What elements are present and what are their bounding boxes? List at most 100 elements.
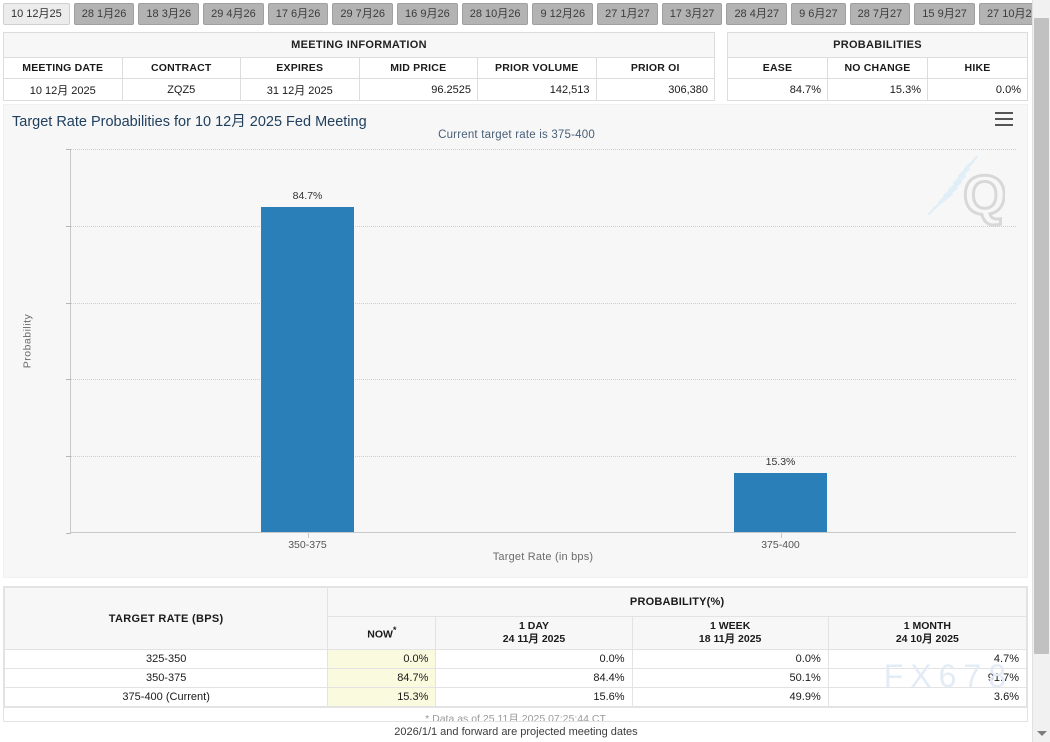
- col-mid-price: MID PRICE: [358, 57, 478, 79]
- probability-table-row: 325-350 0.0% 0.0% 0.0% 4.7%: [4, 649, 1027, 669]
- target-rate-probability-chart: Target Rate Probabilities for 10 12月 202…: [3, 104, 1028, 578]
- chart-subtitle: Current target rate is 375-400: [438, 129, 595, 141]
- info-tables-row: MEETING INFORMATION MEETING DATE CONTRAC…: [0, 32, 1032, 101]
- prob-col-1month: 1 MONTH 24 10月 2025: [827, 616, 1027, 650]
- page-footnote: 2026/1/1 and forward are projected meeti…: [394, 726, 638, 738]
- prob-col-1month-label: 1 MONTH: [903, 619, 951, 632]
- value-hike: 0.0%: [927, 78, 1028, 101]
- meeting-tab-label: 15 9月27: [922, 8, 967, 20]
- meeting-tab-0[interactable]: 10 12月25: [3, 3, 70, 25]
- col-prior-oi: PRIOR OI: [595, 57, 715, 79]
- chart-bar[interactable]: [261, 206, 354, 532]
- probability-row-1month: 3.6%: [827, 687, 1027, 707]
- hamburger-bar-3: [995, 124, 1013, 126]
- chart-bar[interactable]: [734, 473, 827, 532]
- meeting-tab-label: 17 3月27: [669, 8, 715, 20]
- value-mid-price: 96.2525: [358, 78, 478, 101]
- value-expires: 31 12月 2025: [240, 78, 360, 101]
- hamburger-menu-icon[interactable]: [995, 112, 1013, 127]
- meeting-tab-label: 9 6月27: [799, 8, 838, 20]
- chart-title: Target Rate Probabilities for 10 12月 202…: [12, 114, 367, 130]
- col-contract: CONTRACT: [121, 57, 241, 79]
- meeting-tab-15[interactable]: 27 10月27: [978, 3, 1032, 25]
- chart-bar-group[interactable]: 15.3%: [734, 456, 827, 532]
- probability-row-rate: 325-350: [4, 649, 329, 669]
- meeting-tab-12[interactable]: 9 6月27: [791, 3, 846, 25]
- prob-table-column-header-row: NOW* 1 DAY 24 11月 2025 1 WEEK 18 11月 202…: [5, 616, 1027, 650]
- probability-table-row: 350-375 84.7% 84.4% 50.1% 91.7%: [4, 668, 1027, 688]
- meeting-tab-9[interactable]: 27 1月27: [597, 3, 658, 25]
- chart-y-tick-mark: [66, 302, 71, 304]
- chart-gridline: [71, 149, 1016, 150]
- probability-breakdown-panel: TARGET RATE (BPS) PROBABILITY(%) NOW* 1 …: [3, 586, 1028, 722]
- chart-gridline: [71, 379, 1016, 381]
- probability-row-1day: 15.6%: [435, 687, 633, 707]
- col-meeting-date: MEETING DATE: [3, 57, 123, 79]
- meeting-information-header-row: MEETING DATE CONTRACT EXPIRES MID PRICE …: [3, 57, 715, 79]
- probabilities-header-row: EASE NO CHANGE HIKE: [727, 57, 1028, 79]
- prob-col-1day: 1 DAY 24 11月 2025: [435, 616, 633, 650]
- meeting-tab-8[interactable]: 9 12月26: [532, 3, 594, 25]
- scroll-down-button[interactable]: [1033, 724, 1050, 742]
- meeting-tab-1[interactable]: 28 1月26: [73, 3, 135, 25]
- probability-row-rate: 350-375: [4, 668, 329, 688]
- probability-row-now: 0.0%: [327, 649, 437, 669]
- meeting-tab-6[interactable]: 16 9月26: [397, 3, 458, 25]
- probability-row-1week: 50.1%: [631, 668, 829, 688]
- prob-col-now-label: NOW: [367, 628, 393, 641]
- prob-col-1day-label: 1 DAY: [518, 619, 549, 632]
- chart-bar-value-label: 84.7%: [292, 189, 323, 202]
- chart-gridline: [71, 456, 1016, 458]
- meeting-tab-3[interactable]: 29 4月26: [203, 3, 264, 25]
- value-prior-volume: 142,513: [477, 78, 597, 101]
- meeting-tab-label: 29 4月26: [211, 8, 256, 20]
- meeting-tab-5[interactable]: 29 7月26: [332, 3, 394, 25]
- scrollbar-thumb[interactable]: [1034, 18, 1049, 654]
- prob-col-1week-date: 18 11月 2025: [698, 633, 762, 645]
- meeting-information-title: MEETING INFORMATION: [3, 32, 715, 58]
- meeting-tab-11[interactable]: 28 4月27: [726, 3, 788, 25]
- chart-bar-group[interactable]: 84.7%: [261, 190, 354, 532]
- meeting-information-data-row: 10 12月 2025 ZQZ5 31 12月 2025 96.2525 142…: [3, 78, 715, 101]
- col-prior-volume: PRIOR VOLUME: [477, 57, 597, 79]
- meeting-date-tabs[interactable]: 10 12月25 28 1月26 18 3月26 29 4月26 17 6月26 29 7…: [0, 0, 1032, 29]
- meeting-tab-2[interactable]: 18 3月26: [138, 3, 200, 25]
- page-scrollbar[interactable]: [1032, 0, 1050, 742]
- value-ease: 84.7%: [727, 78, 828, 101]
- meeting-tab-7[interactable]: 28 10月26: [461, 3, 529, 25]
- probability-row-1month: 91.7%: [827, 668, 1027, 688]
- meeting-tab-13[interactable]: 28 7月27: [849, 3, 911, 25]
- meeting-tab-label: 28 4月27: [734, 8, 780, 20]
- chart-gridline: [71, 302, 1016, 304]
- chart-plot-area: 0%20%40%60%80%100%84.7%350-37515.3%375-4…: [66, 149, 1016, 551]
- chart-x-tick-label: 350-375: [288, 539, 327, 551]
- prob-table-group-header-row: TARGET RATE (BPS) PROBABILITY(%): [4, 587, 1027, 650]
- chart-y-axis-title: Probability: [20, 149, 34, 533]
- meeting-tab-14[interactable]: 15 9月27: [914, 3, 975, 25]
- meeting-tab-label: 17 6月26: [275, 8, 321, 20]
- meeting-tab-label: 10 12月25: [11, 8, 62, 20]
- meeting-tab-10[interactable]: 17 3月27: [661, 3, 723, 25]
- chart-y-tick-mark: [66, 149, 71, 150]
- prob-col-now-asterisk: *: [392, 624, 397, 635]
- value-prior-oi: 306,380: [595, 78, 715, 101]
- probabilities-data-row: 84.7% 15.3% 0.0%: [727, 78, 1028, 101]
- col-expires: EXPIRES: [240, 57, 360, 79]
- prob-col-1month-date: 24 10月 2025: [895, 633, 959, 645]
- probability-table-footnote: * Data as of 25 11月 2025 07:25:44 CT: [4, 707, 1027, 721]
- meeting-tab-label: 16 9月26: [405, 8, 450, 20]
- prob-header-target-rate: TARGET RATE (BPS): [4, 587, 329, 650]
- hamburger-bar-1: [995, 112, 1013, 114]
- prob-col-1week: 1 WEEK 18 11月 2025: [631, 616, 829, 650]
- hamburger-bar-2: [995, 118, 1013, 120]
- probability-row-1month: 4.7%: [827, 649, 1027, 669]
- prob-header-probability: PROBABILITY(%): [327, 587, 1027, 617]
- meeting-tab-label: 18 3月26: [146, 8, 192, 20]
- chart-gridline: [71, 225, 1016, 227]
- meeting-tab-label: 9 12月26: [540, 8, 586, 20]
- meeting-tab-4[interactable]: 17 6月26: [267, 3, 329, 25]
- value-no-change: 15.3%: [827, 78, 928, 101]
- prob-col-now: NOW*: [327, 616, 437, 650]
